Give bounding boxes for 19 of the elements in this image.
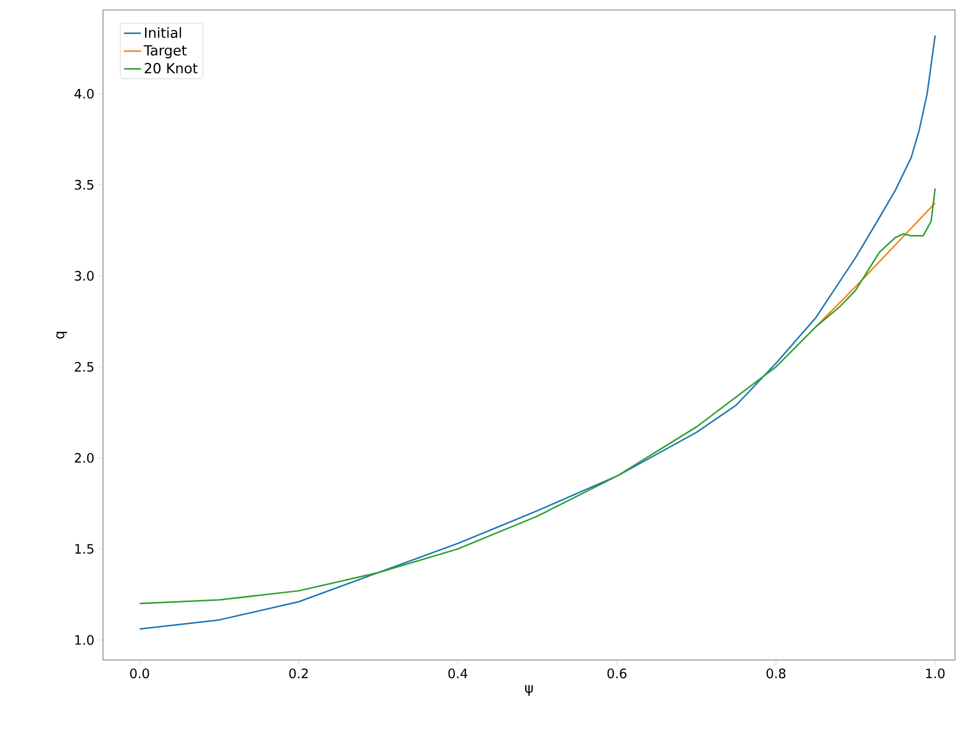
x-tick-label: 0.0 xyxy=(130,668,150,678)
x-axis-title: ψ xyxy=(525,685,533,696)
x-tick-label: 1.0 xyxy=(926,668,945,678)
y-tick-label: 4.0 xyxy=(74,88,94,99)
x-tick-label: 0.6 xyxy=(607,668,626,678)
y-tick-label: 1.5 xyxy=(75,544,94,554)
y-tick-label: 2.5 xyxy=(74,362,94,372)
legend-label: Target xyxy=(144,45,187,58)
legend-label: Initial xyxy=(145,27,182,38)
x-tick-label: 0.2 xyxy=(289,668,308,678)
x-tick-label: 0.4 xyxy=(448,668,468,678)
y-tick-label: 3.5 xyxy=(74,180,94,190)
line-series xyxy=(138,188,936,604)
y-tick-label: 2.0 xyxy=(74,453,94,463)
y-axis-title: q xyxy=(56,332,68,339)
x-tick-label: 0.8 xyxy=(766,668,786,678)
y-tick-label: 1.0 xyxy=(75,635,94,645)
y-tick-label: 3.0 xyxy=(74,270,94,281)
legend-label: 20 Knot xyxy=(144,62,198,74)
